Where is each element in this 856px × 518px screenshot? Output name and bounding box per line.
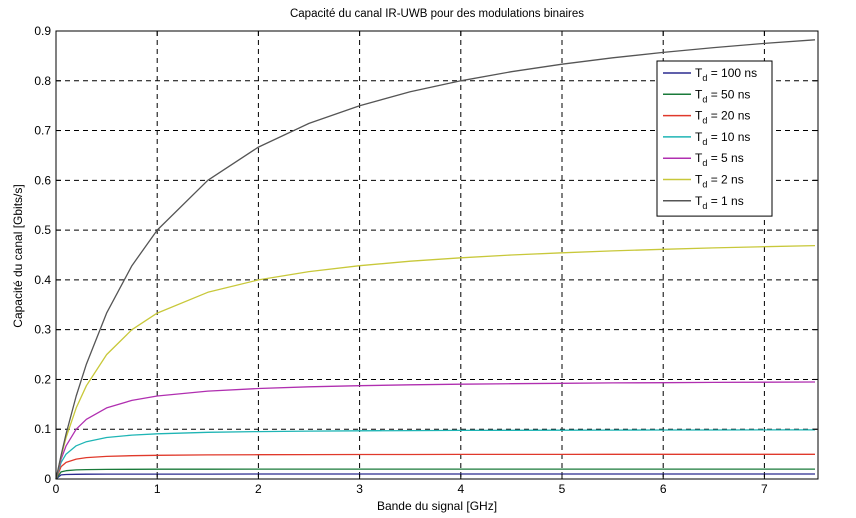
x-tick-label: 1 xyxy=(154,482,161,496)
legend-entry: Td = 100 ns xyxy=(695,66,757,83)
legend-entry: Td = 1 ns xyxy=(695,194,744,211)
y-tick-label: 0.9 xyxy=(34,24,51,38)
x-axis-label: Bande du signal [GHz] xyxy=(377,499,497,513)
legend-entry: Td = 50 ns xyxy=(695,87,750,104)
axis-ticks: 0 1 2 3 4 5 6 7 0 0.1 0.2 0.3 0.4 0.5 0.6 0.7 0.8 0.9 xyxy=(34,24,818,496)
series-line-50-ns xyxy=(55,468,815,480)
y-tick-label: 0.8 xyxy=(34,74,51,88)
y-tick-label: 0.3 xyxy=(34,323,51,337)
legend: Td = 100 ns Td = 50 ns Td = 20 ns Td = 10 n… xyxy=(656,60,773,217)
x-tick-label: 4 xyxy=(457,482,464,496)
y-tick-label: 0 xyxy=(44,472,51,486)
x-tick-label: 3 xyxy=(356,482,363,496)
x-tick-label: 2 xyxy=(255,482,262,496)
chart-title: Capacité du canal IR-UWB pour des modula… xyxy=(290,8,584,20)
y-axis-label: Capacité du canal [Gbits/s] xyxy=(11,184,25,327)
series-lines xyxy=(55,39,816,480)
y-tick-label: 0.7 xyxy=(34,124,51,138)
series-line-5-ns xyxy=(55,381,816,480)
y-tick-label: 0.1 xyxy=(34,422,51,436)
x-tick-label: 6 xyxy=(660,482,667,496)
x-tick-label: 5 xyxy=(559,482,566,496)
y-tick-label: 0.4 xyxy=(34,273,51,287)
series-line-2-ns xyxy=(55,244,816,480)
legend-entry: Td = 20 ns xyxy=(695,109,750,126)
y-tick-label: 0.5 xyxy=(34,223,51,237)
legend-box xyxy=(656,60,773,217)
series-line-20-ns xyxy=(55,453,815,480)
legend-entry: Td = 5 ns xyxy=(695,151,744,168)
series-line-100-ns xyxy=(55,473,815,480)
legend-entry: Td = 2 ns xyxy=(695,173,744,190)
series-line-10-ns xyxy=(55,429,815,480)
series-line-1-ns xyxy=(55,39,816,480)
y-tick-label: 0.6 xyxy=(34,173,51,187)
x-tick-label: 7 xyxy=(761,482,768,496)
y-tick-label: 0.2 xyxy=(34,372,51,386)
legend-entry: Td = 10 ns xyxy=(695,130,750,147)
plot-frame xyxy=(55,30,819,480)
x-tick-label: 0 xyxy=(53,482,60,496)
